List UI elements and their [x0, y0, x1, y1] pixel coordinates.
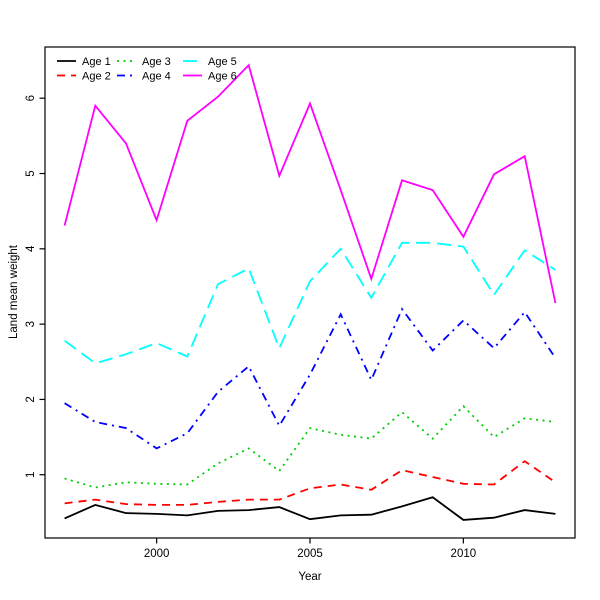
- legend-label-age-1: Age 1: [82, 56, 111, 68]
- series-line-age-3: [64, 404, 556, 489]
- y-axis-title: Land mean weight: [8, 245, 20, 339]
- x-tick-label: 2005: [297, 548, 323, 560]
- legend-label-age-3: Age 3: [142, 56, 171, 68]
- series-line-age-6: [63, 63, 557, 304]
- series-line-age-4: [64, 307, 557, 450]
- y-tick-label: 3: [25, 321, 37, 327]
- series-line-age-5: [64, 241, 556, 365]
- y-tick-label: 5: [25, 170, 37, 176]
- y-tick-label: 1: [25, 472, 37, 478]
- legend-label-age-5: Age 5: [208, 56, 237, 68]
- legend-label-age-4: Age 4: [142, 71, 171, 83]
- y-tick-label: 4: [25, 245, 37, 252]
- series-line-age-2: [64, 460, 556, 506]
- x-tick-label: 2010: [451, 548, 477, 560]
- x-axis-title: Year: [298, 571, 322, 583]
- series-line-age-1: [64, 496, 556, 521]
- legend-label-age-2: Age 2: [82, 71, 111, 83]
- x-tick-label: 2000: [144, 548, 170, 560]
- legend-label-age-6: Age 6: [208, 71, 237, 83]
- y-tick-label: 2: [25, 396, 37, 402]
- y-tick-label: 6: [25, 95, 37, 101]
